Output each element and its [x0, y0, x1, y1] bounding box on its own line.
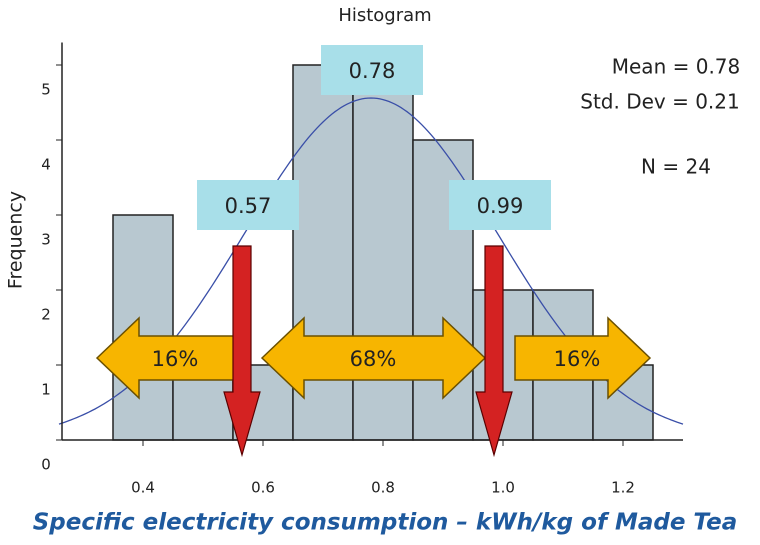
y-tick-label: 1	[41, 381, 51, 399]
callout-box	[321, 45, 423, 95]
x-tick-label: 0.8	[371, 479, 395, 497]
red-arrow	[475, 245, 513, 458]
x-tick-label: 1.2	[611, 479, 635, 497]
stat-text: Mean = 0.78	[612, 55, 741, 79]
percent-label: 68%	[350, 347, 397, 371]
bar	[352, 64, 414, 441]
x-tick-label: 0.4	[131, 479, 155, 497]
red-arrow	[223, 245, 261, 458]
percent-label: 16%	[152, 347, 199, 371]
stat-text: N = 24	[641, 155, 711, 179]
callout-box	[449, 180, 551, 230]
percent-arrow	[514, 316, 652, 400]
y-tick-label: 3	[41, 231, 51, 249]
chart-title: Histogram	[338, 5, 431, 26]
x-axis-label: Specific electricity consumption – kWh/k…	[33, 510, 738, 536]
y-tick-label: 4	[41, 156, 51, 174]
y-axis-label: Frequency	[5, 191, 27, 289]
y-tick-label: 0	[41, 456, 51, 474]
stat-text: Std. Dev = 0.21	[580, 90, 740, 114]
callout-box	[197, 180, 299, 230]
callout-label: 0.57	[225, 194, 272, 218]
callout-label: 0.78	[349, 59, 396, 83]
y-tick-label: 2	[41, 306, 51, 324]
x-tick-label: 0.6	[251, 479, 275, 497]
callout-label: 0.99	[477, 194, 524, 218]
y-tick-label: 5	[41, 81, 51, 99]
percent-label: 16%	[554, 347, 601, 371]
x-tick-label: 1.0	[491, 479, 515, 497]
bar	[112, 214, 174, 441]
